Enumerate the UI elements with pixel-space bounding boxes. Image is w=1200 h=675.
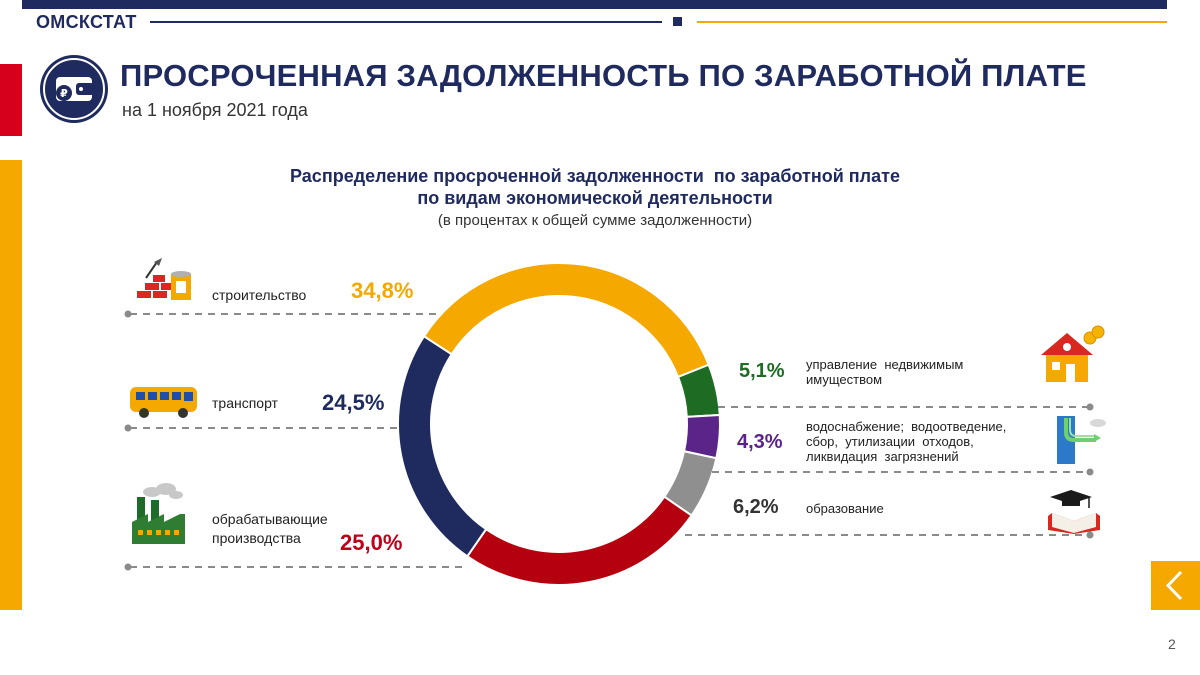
label-water-line-2: сбор, утилизации отходов,	[806, 434, 974, 449]
chart-note: (в процентах к общей сумме задолженности…	[437, 212, 753, 229]
factory-icon	[132, 483, 185, 544]
value-construction: 34,8%	[351, 278, 414, 303]
chevron-left-icon	[1165, 570, 1183, 601]
leader-dots	[124, 310, 1094, 571]
donut-slice-construction	[422, 262, 710, 379]
page-subtitle: на 1 ноября 2021 года	[122, 100, 308, 120]
value-manufacturing: 25,0%	[340, 530, 403, 555]
yellow-side-strip	[0, 160, 22, 610]
label-education: образование	[806, 501, 884, 516]
value-education: 6,2%	[733, 496, 779, 518]
label-construction: строительство	[212, 287, 307, 303]
graduation-cap-book-icon	[1048, 490, 1100, 534]
label-manufacturing-line-2: производства	[212, 530, 301, 546]
value-transport: 24,5%	[322, 390, 385, 415]
bus-icon	[130, 387, 197, 418]
header-divider-right	[697, 21, 1167, 23]
donut-slice-transport	[397, 334, 488, 558]
label-real-estate: управление недвижимым имуществом	[806, 357, 963, 387]
water-pipe-icon	[1057, 416, 1106, 464]
label-water-line-3: ликвидация загрязнений	[806, 449, 959, 464]
bricks-paint-icon	[137, 258, 191, 300]
leader-dot-education	[1086, 531, 1094, 539]
leader-dot-construction	[124, 310, 132, 318]
label-real-estate-line-2: имуществом	[806, 372, 883, 387]
chart-title-line-1: Распределение просроченной задолженности…	[290, 166, 900, 186]
label-real-estate-line-1: управление недвижимым	[806, 357, 964, 372]
label-water-line-1: водоснабжение; водоотведение,	[806, 419, 1007, 434]
brand-name: ОМСКСТАТ	[36, 12, 137, 32]
red-side-strip	[0, 64, 22, 136]
header-divider-left	[150, 21, 662, 23]
leader-dot-transport	[124, 424, 132, 432]
leader-dot-real-estate	[1086, 403, 1094, 411]
label-transport: транспорт	[212, 395, 278, 411]
value-real-estate: 5,1%	[739, 360, 785, 382]
label-water: водоснабжение; водоотведение, сбор, утил…	[806, 419, 1006, 464]
svg-text:₽: ₽	[60, 87, 68, 100]
chart-title-line-2: по видам экономической деятельности	[417, 188, 773, 208]
page-title: ПРОСРОЧЕННАЯ ЗАДОЛЖЕННОСТЬ ПО ЗАРАБОТНОЙ…	[120, 58, 1087, 93]
wallet-ruble-icon: ₽	[40, 55, 108, 123]
chart-title: Распределение просроченной задолженности…	[200, 165, 990, 209]
back-button[interactable]	[1151, 561, 1200, 610]
header-divider-square	[673, 17, 682, 26]
label-manufacturing: обрабатывающие производства	[212, 510, 328, 548]
leader-dot-water	[1086, 468, 1094, 476]
label-manufacturing-line-1: обрабатывающие	[212, 511, 328, 527]
page-number: 2	[1168, 636, 1176, 652]
house-coins-icon	[1041, 325, 1105, 382]
donut-slice-manufacturing	[465, 495, 693, 586]
value-water: 4,3%	[737, 431, 783, 453]
top-bar	[22, 0, 1167, 9]
leader-lines	[130, 313, 1088, 568]
leader-dot-manufacturing	[124, 563, 132, 571]
